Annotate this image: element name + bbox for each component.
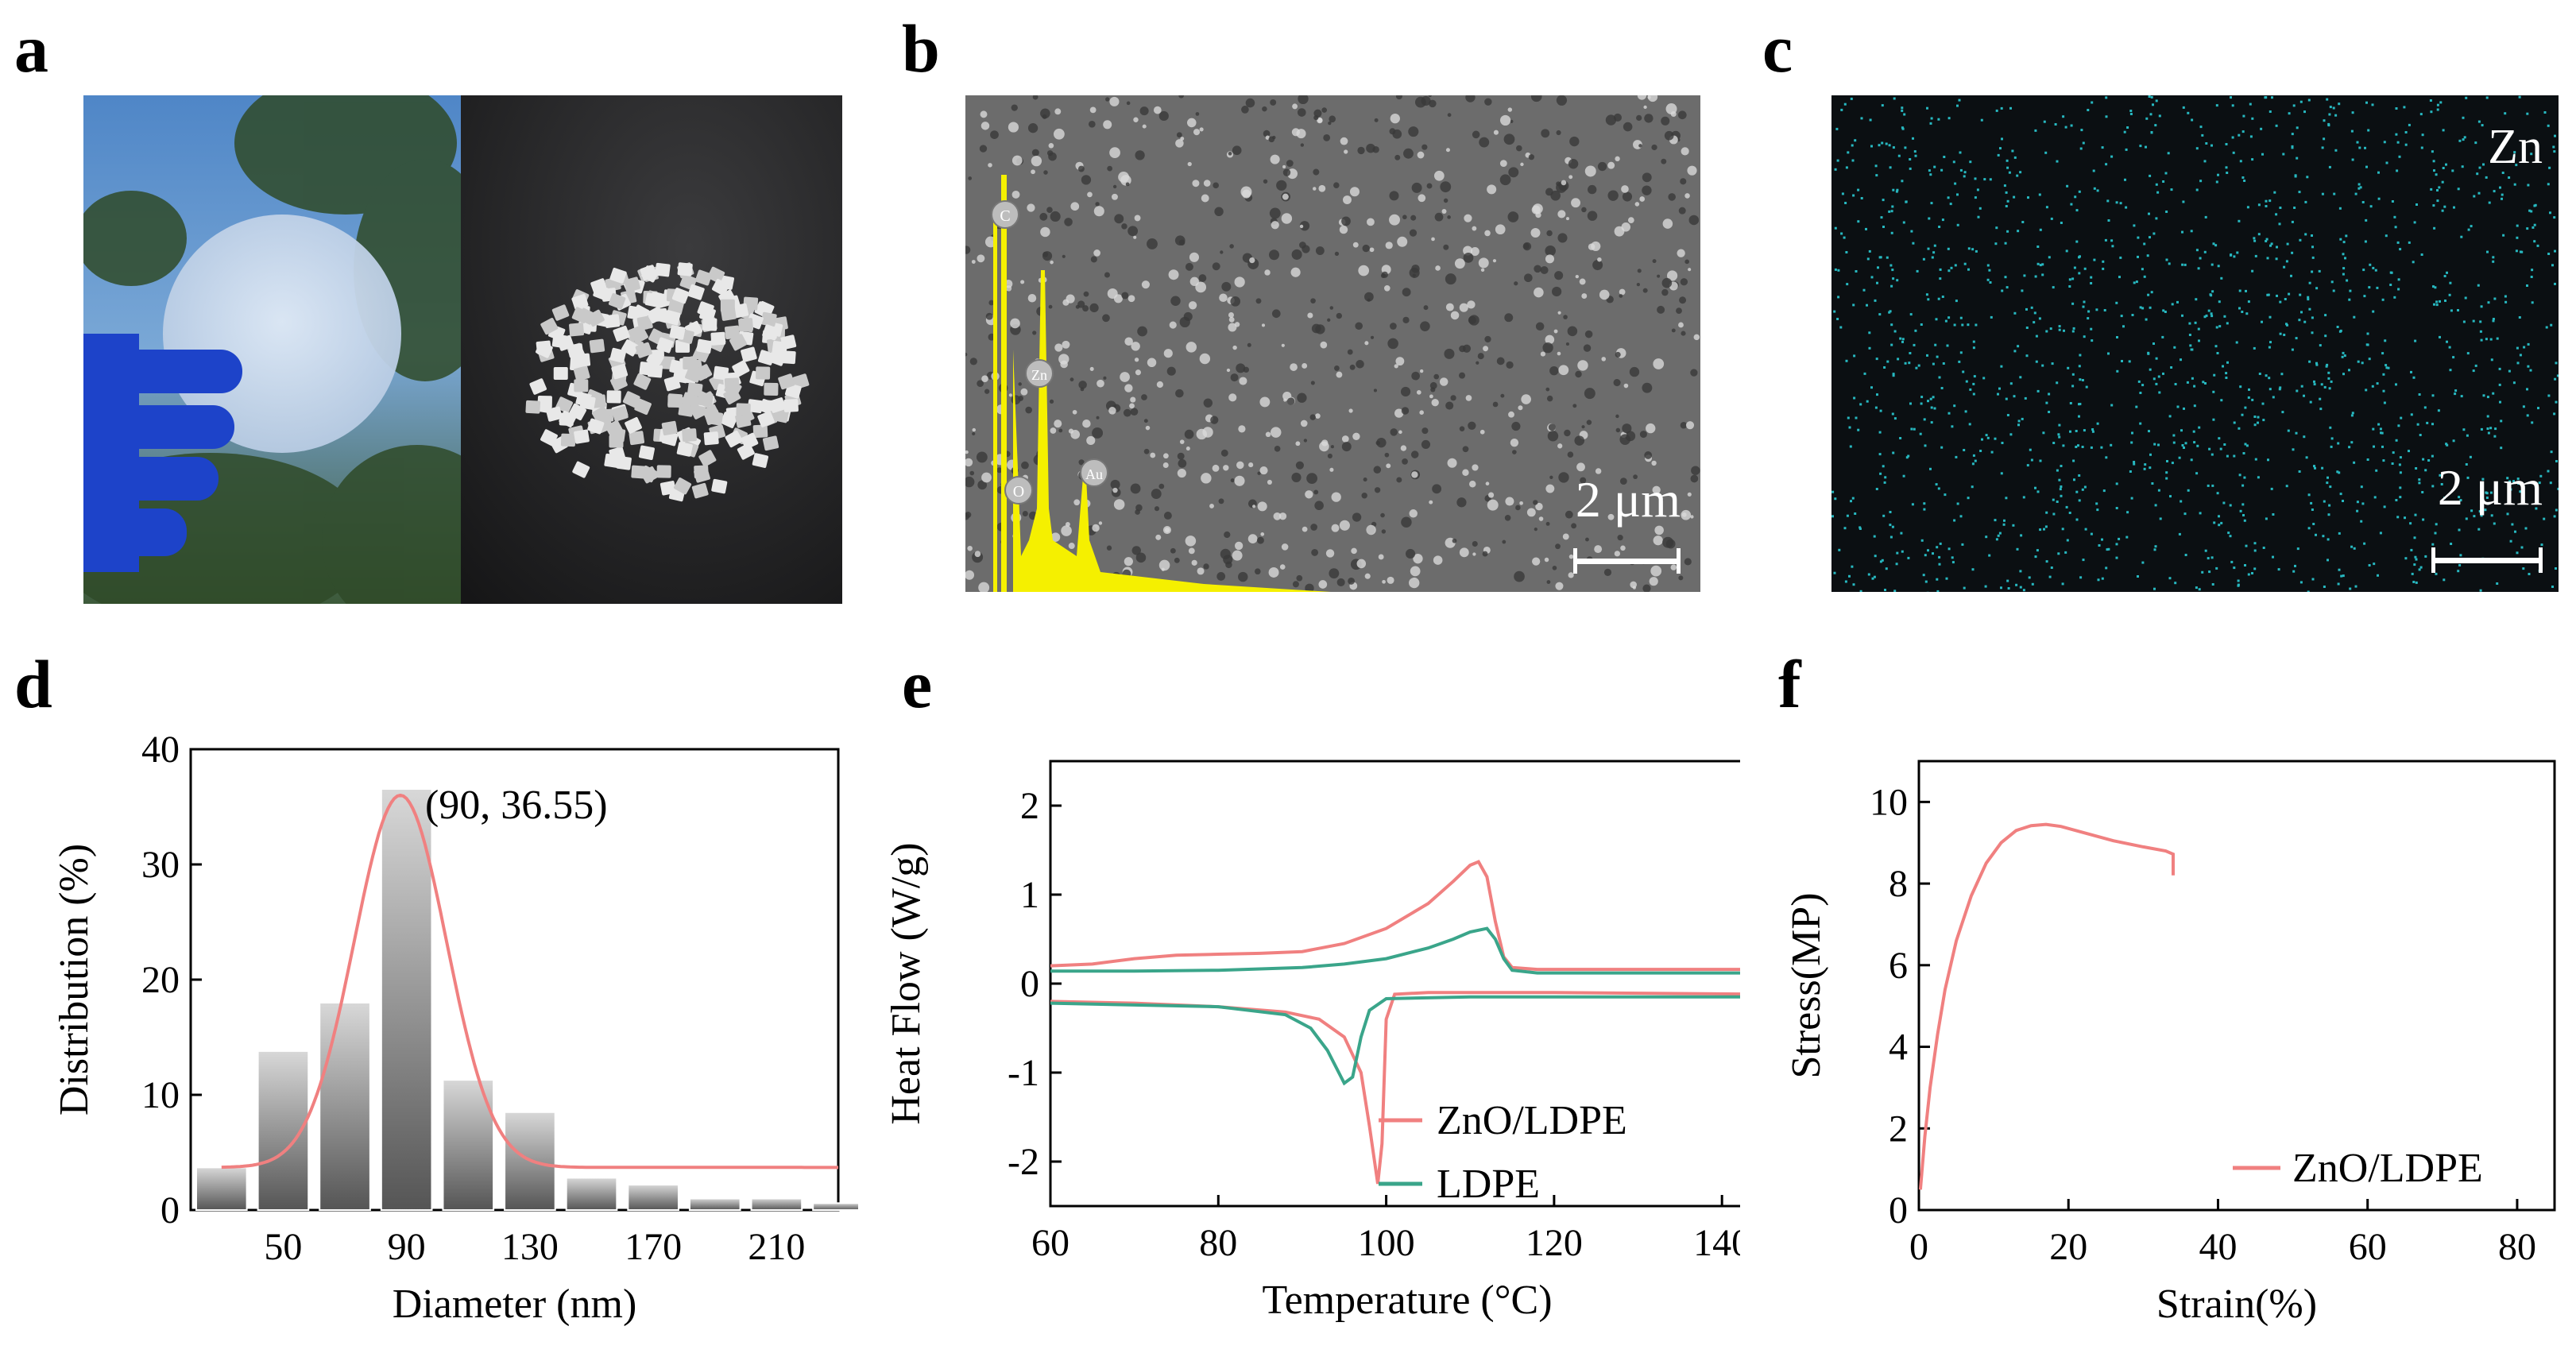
chart-f-stress-strain: 0 20 40 60 80 0 2 4 6 8 10 Strain(%) Stress(MP) ZnO/L…	[1784, 760, 2556, 1327]
legend-label: ZnO/LDPE	[2292, 1146, 2483, 1191]
histogram-bar	[565, 1177, 618, 1212]
y-tick-label: 0	[1889, 1189, 1908, 1231]
x-tick-label: 40	[2199, 1226, 2237, 1268]
y-axis-label: Stress(MP)	[1784, 892, 1829, 1078]
panel-label-d: d	[14, 646, 52, 722]
photo-film-and-pellets	[83, 95, 842, 604]
y-tick-label: 0	[1020, 963, 1039, 1005]
scale-bar	[2431, 558, 2543, 563]
sem-texture	[965, 95, 1700, 592]
element-label: Zn	[2488, 120, 2543, 174]
scale-bar-label: 2 μm	[2438, 459, 2543, 516]
y-axis-label: Heat Flow (W/g)	[884, 842, 929, 1124]
x-tick-label: 210	[748, 1226, 805, 1268]
plot-frame	[1917, 760, 2556, 1212]
y-tick-label: 30	[141, 844, 180, 886]
x-tick-label: 20	[2049, 1226, 2087, 1268]
pellet-pile	[525, 262, 810, 502]
zn-dots	[1831, 95, 2559, 592]
x-tick-label: 120	[1526, 1222, 1583, 1264]
y-axis-label: Distribution (%)	[52, 844, 97, 1115]
eds-peak-labels: C Zn O Au	[991, 200, 1108, 505]
series-line-cooling	[1050, 995, 1740, 1086]
eds-peak-c: C	[1000, 207, 1010, 225]
histogram-bar	[688, 1197, 741, 1211]
eds-peak-zn: Zn	[1031, 367, 1047, 383]
panel-a-photo	[83, 95, 842, 604]
chart-e-dsc: 60 80 100 120 140 -2 -1 0 1 2 Temperature (°C) Heat…	[884, 760, 1740, 1323]
x-tick-label: 50	[264, 1226, 302, 1268]
zn-map: Zn 2 μm	[1831, 95, 2559, 592]
panel-label-c: c	[1762, 10, 1793, 87]
histogram-bar	[319, 1002, 371, 1211]
series-line-heating	[1050, 860, 1740, 972]
x-tick-label: 0	[1909, 1226, 1928, 1268]
eds-peak-o: O	[1013, 483, 1024, 501]
x-axis-label: Temperature (°C)	[1262, 1278, 1552, 1323]
y-tick-label: 10	[1870, 781, 1908, 823]
histogram-bar	[627, 1184, 679, 1211]
x-tick-label: 140	[1693, 1222, 1740, 1264]
y-tick-label: 6	[1889, 945, 1908, 987]
panel-label-b: b	[902, 10, 940, 87]
histogram-bar	[380, 788, 433, 1211]
series-line-heating	[1050, 926, 1740, 975]
eds-peak-au: Au	[1085, 466, 1103, 482]
series-line	[1918, 822, 2175, 1190]
gaussian-fit-line	[221, 793, 838, 1170]
y-tick-label: 2	[1889, 1108, 1908, 1150]
panel-b-sem: C Zn O Au 2 μm	[965, 95, 1700, 592]
histogram-bar	[750, 1197, 803, 1211]
peak-annotation: (90, 36.55)	[425, 783, 608, 828]
x-tick-label: 90	[388, 1226, 426, 1268]
x-tick-label: 80	[2498, 1226, 2536, 1268]
panel-label-e: e	[902, 646, 933, 722]
x-tick-label: 130	[501, 1226, 559, 1268]
y-tick-label: 10	[141, 1074, 180, 1116]
y-tick-label: -1	[1008, 1052, 1039, 1094]
eds-spectrum	[993, 175, 1331, 592]
legend-label: LDPE	[1437, 1162, 1540, 1207]
histogram-bar	[195, 1166, 248, 1211]
y-tick-label: 40	[141, 729, 180, 771]
panel-label-f: f	[1778, 646, 1801, 722]
chart-d-distribution: 50 90 130 170 210 0 10 20 30 40 Diameter (nm) Distr…	[52, 729, 858, 1327]
sem-image: C Zn O Au 2 μm	[965, 95, 1700, 592]
x-tick-label: 170	[625, 1226, 682, 1268]
x-tick-label: 80	[1199, 1222, 1237, 1264]
x-tick-label: 60	[2349, 1226, 2387, 1268]
y-tick-label: 0	[161, 1189, 180, 1231]
panel-c-zn-map: Zn 2 μm	[1831, 95, 2559, 592]
y-tick-label: 4	[1889, 1027, 1908, 1069]
panel-label-a: a	[14, 10, 48, 87]
y-tick-label: 20	[141, 959, 180, 1001]
y-tick-label: 8	[1889, 863, 1908, 905]
x-axis-label: Strain(%)	[2156, 1282, 2317, 1327]
y-tick-label: 1	[1020, 874, 1039, 916]
y-tick-label: 2	[1020, 785, 1039, 827]
scale-bar	[1573, 559, 1681, 564]
x-tick-label: 100	[1358, 1222, 1415, 1264]
scale-bar-label: 2 μm	[1576, 471, 1681, 528]
y-tick-label: -2	[1008, 1141, 1039, 1183]
legend-label: ZnO/LDPE	[1437, 1098, 1627, 1143]
x-tick-label: 60	[1031, 1222, 1069, 1264]
plot-frame	[1049, 760, 1740, 1208]
series-line-cooling	[1050, 991, 1740, 1185]
x-axis-label: Diameter (nm)	[393, 1282, 637, 1327]
histogram-bar	[812, 1202, 858, 1211]
